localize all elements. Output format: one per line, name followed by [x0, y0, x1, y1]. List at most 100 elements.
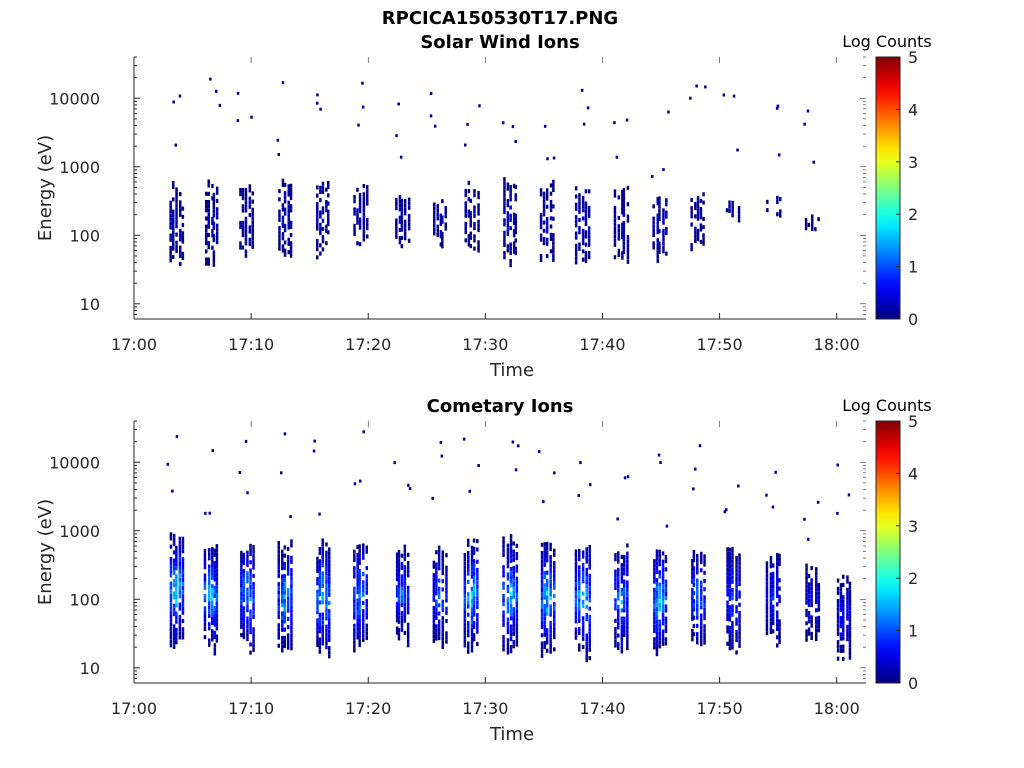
heatmap-cell	[543, 632, 547, 637]
heatmap-cell	[281, 215, 285, 220]
heatmap-cell	[473, 238, 476, 243]
heatmap-cell	[246, 632, 249, 637]
heatmap-cell	[578, 581, 581, 586]
heatmap-cell	[358, 634, 361, 639]
heatmap-cell	[327, 209, 330, 214]
heatmap-cell	[470, 636, 474, 641]
heatmap-cell	[215, 638, 219, 643]
heatmap-cell	[699, 207, 703, 212]
heatmap-cell	[172, 562, 176, 567]
heatmap-cell	[325, 604, 328, 609]
heatmap-cell	[658, 562, 661, 567]
heatmap-cell	[778, 153, 781, 157]
heatmap-cell	[290, 588, 293, 593]
heatmap-cell	[175, 578, 178, 583]
heatmap-cell	[512, 212, 516, 217]
heatmap-cell	[812, 160, 815, 164]
heatmap-cell	[321, 559, 324, 564]
heatmap-cell	[277, 553, 280, 558]
heatmap-cell	[470, 586, 474, 591]
heatmap-cell	[776, 569, 779, 574]
heatmap-cell	[587, 205, 591, 210]
heatmap-cell	[696, 237, 700, 242]
heatmap-cell	[472, 546, 476, 551]
heatmap-cell	[578, 627, 581, 632]
heatmap-cell	[432, 577, 436, 582]
heatmap-cell	[585, 613, 588, 618]
heatmap-cell	[502, 618, 505, 623]
heatmap-cell	[848, 602, 852, 607]
heatmap-cell	[250, 115, 253, 119]
heatmap-cell	[574, 260, 578, 265]
heatmap-cell	[509, 567, 513, 572]
heatmap-cell	[398, 240, 402, 245]
heatmap-cell	[735, 621, 738, 626]
heatmap-cell	[321, 612, 324, 617]
heatmap-cell	[469, 215, 472, 220]
heatmap-cell	[691, 608, 694, 613]
heatmap-cell	[805, 576, 808, 581]
heatmap-cell	[286, 600, 290, 605]
heatmap-cell	[658, 204, 661, 209]
heatmap-cell	[241, 233, 245, 238]
heatmap-cell	[181, 231, 185, 236]
heatmap-cell	[212, 254, 216, 259]
heatmap-cell	[469, 198, 472, 203]
heatmap-cell	[319, 214, 322, 219]
heatmap-cell	[328, 637, 331, 642]
heatmap-cell	[477, 211, 480, 216]
heatmap-cell	[244, 204, 248, 209]
heatmap-cell	[244, 233, 248, 238]
heatmap-cell	[470, 562, 474, 567]
heatmap-cell	[436, 228, 439, 233]
heatmap-cell	[656, 246, 659, 251]
heatmap-cell	[549, 579, 552, 584]
heatmap-cell	[319, 226, 322, 231]
heatmap-cell	[240, 571, 243, 576]
heatmap-cell	[502, 643, 505, 648]
heatmap-cell	[356, 598, 359, 603]
heatmap-cell	[731, 612, 734, 617]
heatmap-cell	[728, 609, 732, 614]
heatmap-cell	[178, 586, 182, 591]
heatmap-cell	[735, 588, 738, 593]
heatmap-cell	[175, 224, 178, 229]
heatmap-cell	[208, 556, 211, 561]
heatmap-cell	[208, 511, 211, 515]
heatmap-cell	[769, 605, 773, 610]
heatmap-cell	[252, 635, 255, 640]
heatmap-cell	[514, 222, 517, 227]
heatmap-cell	[181, 577, 185, 582]
heatmap-cell	[622, 237, 626, 242]
heatmap-cell	[731, 200, 734, 205]
heatmap-cell	[244, 208, 248, 213]
heatmap-cell	[327, 201, 330, 206]
heatmap-cell	[397, 619, 401, 624]
heatmap-cell	[325, 583, 328, 588]
heatmap-cell	[661, 592, 665, 597]
heatmap-cell	[319, 107, 322, 111]
heatmap-cell	[290, 629, 293, 634]
x-tick-label: 17:20	[345, 335, 391, 354]
heatmap-cell	[726, 571, 729, 576]
heatmap-cell	[662, 249, 665, 254]
heatmap-cell	[244, 200, 248, 205]
heatmap-cell	[621, 189, 624, 194]
heatmap-cell	[506, 227, 510, 232]
heatmap-cell	[406, 561, 410, 566]
heatmap-cell	[552, 156, 556, 160]
heatmap-cell	[468, 489, 471, 493]
heatmap-cell	[175, 435, 179, 439]
heatmap-cell	[731, 579, 734, 584]
heatmap-cell	[509, 608, 513, 613]
heatmap-cell	[549, 620, 552, 625]
heatmap-cell	[356, 187, 359, 192]
heatmap-cell	[769, 617, 773, 622]
heatmap-cell	[362, 229, 366, 234]
heatmap-cell	[587, 238, 591, 243]
heatmap-cell	[578, 557, 581, 562]
heatmap-cell	[587, 209, 591, 214]
heatmap-cell	[477, 228, 480, 233]
heatmap-cell	[464, 213, 467, 218]
heatmap-cell	[441, 607, 444, 612]
